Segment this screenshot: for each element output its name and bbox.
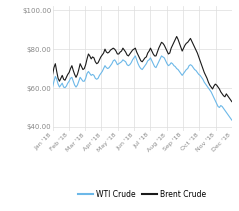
Legend: WTI Crude, Brent Crude: WTI Crude, Brent Crude	[75, 187, 210, 202]
